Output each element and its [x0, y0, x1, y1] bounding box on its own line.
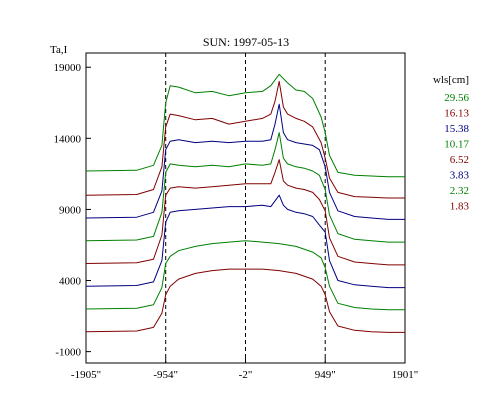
x-tick-label: 949": [315, 369, 336, 381]
legend-entry: 16.13: [444, 108, 469, 120]
x-tick-label: -1905": [71, 369, 101, 381]
y-tick-label: 14000: [54, 133, 82, 145]
series-line-1-83: [85, 268, 405, 333]
legend-title: wls[cm]: [433, 74, 469, 86]
series-line-15-38: [85, 103, 405, 220]
x-tick-label: 1901": [392, 369, 419, 381]
x-tick-label: -954": [153, 369, 178, 381]
legend-entry: 10.17: [444, 139, 469, 151]
legend: wls[cm] 29.56 16.13 15.38 10.17 6.52 3.83 2.32…: [433, 74, 470, 213]
legend-entry: 15.38: [444, 123, 469, 135]
legend-entry: 3.83: [450, 170, 470, 182]
legend-entry: 1.83: [450, 201, 470, 213]
y-tick-label: 9000: [59, 204, 82, 216]
series-line-2-32: [85, 240, 405, 311]
x-tick-label: -2": [239, 369, 253, 381]
series-line-6-52: [85, 159, 405, 266]
series-line-10-17: [85, 132, 405, 243]
legend-entry: 2.32: [450, 185, 469, 197]
legend-entry: 29.56: [444, 92, 469, 104]
y-axis-label: Ta,I: [50, 44, 68, 56]
series-line-3-83: [85, 194, 405, 289]
legend-entry: 6.52: [450, 154, 469, 166]
series-line-29-56: [85, 73, 405, 178]
y-tick-label: 4000: [59, 276, 82, 288]
y-tick-label: 19000: [54, 62, 82, 74]
plot-area: 19000 14000 9000 4000 -1000 -1905" -954" -2" 949…: [54, 52, 419, 381]
y-tick-label: -1000: [55, 347, 81, 359]
chart-title: SUN: 1997-05-13: [203, 35, 289, 49]
series-line-16-13: [85, 80, 405, 199]
